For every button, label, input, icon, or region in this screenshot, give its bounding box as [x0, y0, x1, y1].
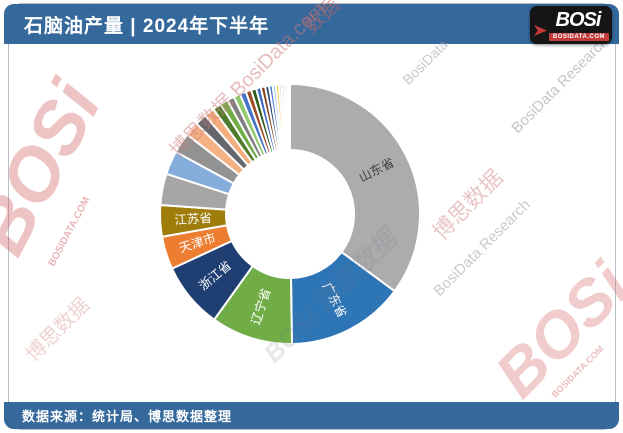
logo-subtext: BOSIDATA.COM [548, 33, 609, 41]
bosi-logo: BOSi BOSIDATA.COM [530, 6, 612, 44]
header-bar: 石脑油产量 | 2024年下半年 [4, 4, 619, 44]
chart-card [8, 3, 616, 430]
data-source-text: 数据来源：统计局、博思数据整理 [22, 409, 233, 424]
page-title: 石脑油产量 | 2024年下半年 [24, 15, 270, 37]
logo-text: BOSi [555, 9, 602, 31]
pie-segment [287, 83, 291, 152]
footer-bar: 数据来源：统计局、博思数据整理 [4, 402, 619, 429]
logo-flag-icon [534, 25, 547, 36]
pie-segment-山东省 [289, 83, 421, 293]
pie-segment-label: 江苏省 [174, 210, 212, 227]
